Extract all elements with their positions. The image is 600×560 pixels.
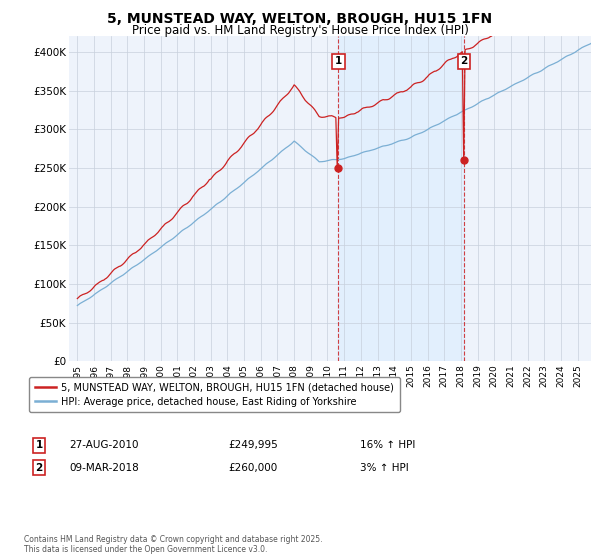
Text: 3% ↑ HPI: 3% ↑ HPI <box>360 463 409 473</box>
Legend: 5, MUNSTEAD WAY, WELTON, BROUGH, HU15 1FN (detached house), HPI: Average price, : 5, MUNSTEAD WAY, WELTON, BROUGH, HU15 1F… <box>29 377 400 412</box>
Text: 2: 2 <box>460 56 468 66</box>
Text: £260,000: £260,000 <box>228 463 277 473</box>
Text: 16% ↑ HPI: 16% ↑ HPI <box>360 440 415 450</box>
Text: 2: 2 <box>35 463 43 473</box>
Text: £249,995: £249,995 <box>228 440 278 450</box>
Text: Contains HM Land Registry data © Crown copyright and database right 2025.
This d: Contains HM Land Registry data © Crown c… <box>24 535 323 554</box>
Text: 27-AUG-2010: 27-AUG-2010 <box>69 440 139 450</box>
Text: 5, MUNSTEAD WAY, WELTON, BROUGH, HU15 1FN: 5, MUNSTEAD WAY, WELTON, BROUGH, HU15 1F… <box>107 12 493 26</box>
Bar <box>338 36 464 361</box>
Text: 09-MAR-2018: 09-MAR-2018 <box>69 463 139 473</box>
Text: Price paid vs. HM Land Registry's House Price Index (HPI): Price paid vs. HM Land Registry's House … <box>131 24 469 37</box>
Text: 1: 1 <box>35 440 43 450</box>
Text: 1: 1 <box>335 56 342 66</box>
